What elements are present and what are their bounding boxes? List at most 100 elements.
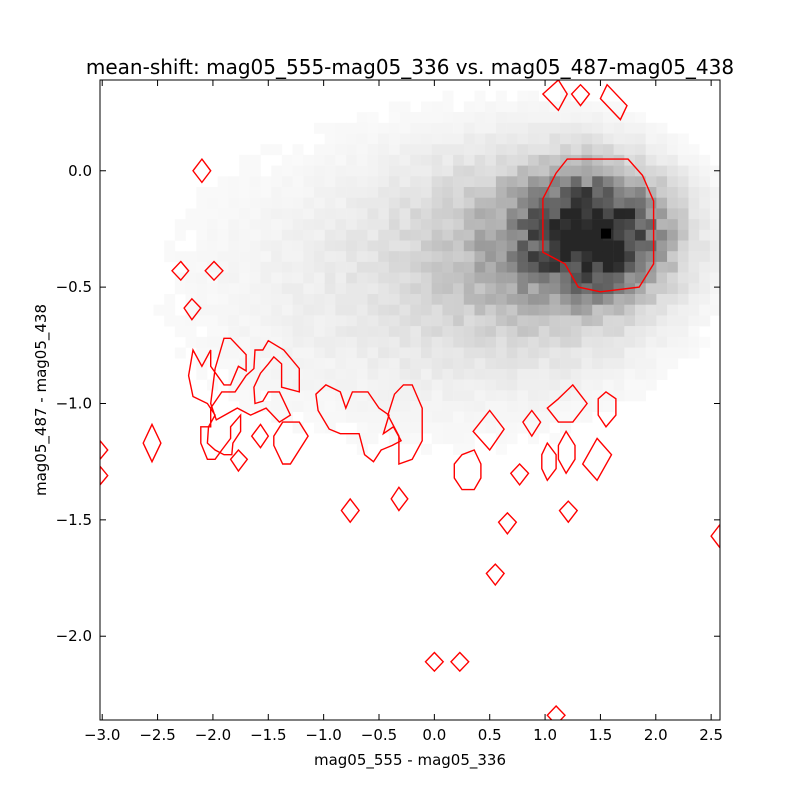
heatmap-cell [592, 208, 604, 220]
heatmap-cell [431, 315, 443, 327]
heatmap-cell [538, 390, 550, 402]
heatmap-cell [495, 240, 507, 252]
x-tick-label: −0.5 [361, 726, 397, 744]
heatmap-cell [592, 272, 604, 284]
heatmap-cell [453, 133, 465, 145]
heatmap-cell [699, 154, 711, 166]
heatmap-cell [367, 368, 379, 380]
heatmap-cell [506, 122, 518, 134]
heatmap-cell [399, 326, 411, 338]
heatmap-cell [656, 240, 668, 252]
heatmap-cell [442, 112, 454, 124]
heatmap-cell [292, 283, 304, 295]
heatmap-cell [249, 283, 261, 295]
heatmap-cell [581, 411, 593, 423]
heatmap-cell [613, 304, 625, 316]
heatmap-cell [635, 240, 646, 252]
heatmap-cell [271, 294, 283, 305]
heatmap-cell [656, 283, 668, 295]
heatmap-cell [517, 261, 529, 273]
heatmap-cell [677, 304, 689, 316]
heatmap-cell [538, 165, 550, 177]
contour-left-edge-1 [100, 439, 109, 461]
heatmap-cell [228, 379, 240, 391]
heatmap-cell [442, 122, 454, 134]
heatmap-cell [495, 229, 507, 241]
heatmap-cell [474, 197, 486, 209]
heatmap-cell [346, 240, 358, 252]
heatmap-cell [314, 154, 325, 166]
heatmap-cell [314, 315, 325, 327]
heatmap-cell [292, 422, 304, 434]
heatmap-cell [474, 336, 486, 348]
heatmap-cell [442, 315, 454, 327]
heatmap-cell [538, 315, 550, 327]
heatmap-cell [356, 144, 368, 156]
heatmap-cell [367, 176, 379, 188]
heatmap-cell [549, 379, 561, 391]
contour-upper-3 [599, 83, 628, 121]
heatmap-cell [378, 229, 390, 241]
heatmap-cell [624, 219, 636, 231]
heatmap-cell [667, 272, 679, 284]
heatmap-cell [303, 368, 315, 380]
heatmap-cell [431, 165, 443, 177]
heatmap-cell [495, 433, 507, 445]
heatmap-cell [442, 133, 454, 145]
heatmap-cell [271, 261, 283, 273]
heatmap-cell [560, 219, 572, 231]
heatmap-cell [485, 304, 497, 316]
heatmap-cell [453, 219, 465, 231]
heatmap-cell [378, 422, 390, 434]
heatmap-cell [528, 304, 539, 316]
heatmap-cell [560, 283, 572, 295]
heatmap-cell [613, 122, 625, 134]
heatmap-cell [592, 176, 604, 188]
heatmap-cell [538, 358, 550, 370]
heatmap-cell [239, 219, 251, 231]
heatmap-cell [560, 101, 572, 113]
heatmap-cell [356, 401, 368, 412]
heatmap-cell [645, 165, 657, 177]
heatmap-cell [624, 112, 636, 124]
heatmap-cell [324, 411, 336, 423]
heatmap-cell [281, 165, 293, 177]
heatmap-cell [699, 219, 711, 231]
heatmap-cell [303, 304, 315, 316]
heatmap-cell [356, 283, 368, 295]
heatmap-cell [303, 229, 315, 241]
heatmap-cell [378, 219, 390, 231]
heatmap-cell [281, 261, 293, 273]
heatmap-cell [421, 401, 432, 412]
heatmap-cell [677, 294, 689, 305]
heatmap-cell [677, 336, 689, 348]
heatmap-cell [549, 261, 561, 273]
heatmap-cell [560, 379, 572, 391]
heatmap-cell [196, 283, 208, 295]
heatmap-cell [581, 219, 593, 231]
heatmap-cell [538, 133, 550, 145]
heatmap-cell [410, 326, 422, 338]
heatmap-cell [378, 379, 390, 391]
heatmap-cell [324, 261, 336, 273]
heatmap-cell [185, 219, 197, 231]
heatmap-cell [667, 240, 679, 252]
heatmap-cell [592, 390, 604, 402]
x-tick-label: −2.5 [139, 726, 175, 744]
heatmap-cell [442, 379, 454, 391]
heatmap-cell [667, 283, 679, 295]
heatmap-cell [667, 229, 679, 241]
heatmap-cell [260, 261, 272, 273]
heatmap-cell [442, 219, 454, 231]
heatmap-cell [196, 240, 208, 252]
heatmap-cell [495, 272, 507, 284]
heatmap-cell [570, 272, 582, 284]
heatmap-cell [613, 133, 625, 145]
heatmap-cell [517, 112, 529, 124]
heatmap-cell [453, 261, 465, 273]
heatmap-cell [217, 229, 229, 241]
heatmap-cell [506, 165, 518, 177]
heatmap-cell [378, 390, 390, 402]
heatmap-cell [667, 208, 679, 220]
heatmap-cell [356, 315, 368, 327]
